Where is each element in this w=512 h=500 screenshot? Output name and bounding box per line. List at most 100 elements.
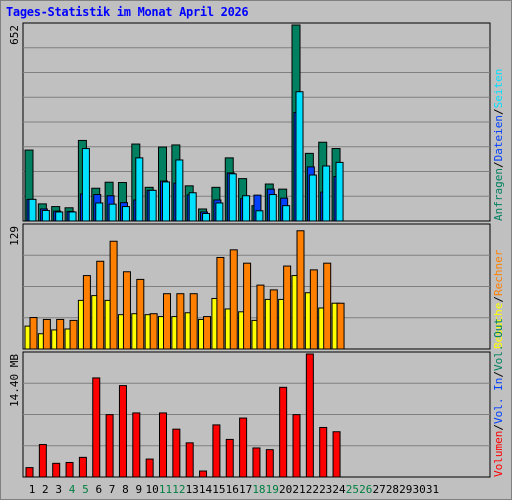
bar-seiten-day-17	[242, 195, 251, 222]
bar-volumen-day-13	[185, 442, 194, 478]
bar-volumen-day-3	[52, 462, 61, 478]
x-tick-label-day-21: 21	[292, 483, 305, 496]
bar-seiten-day-24	[335, 161, 344, 222]
bar-seiten-day-20	[282, 205, 291, 222]
bar-rechner-day-13	[189, 293, 198, 350]
bar-rechner-day-24	[336, 302, 345, 350]
x-tick-label-day-13: 13	[186, 483, 199, 496]
legend-entry-seiten: Seiten	[492, 69, 505, 109]
legend-bottom: Volumen/Vol. In/Vol. Out	[492, 318, 505, 477]
bar-volumen-day-12	[172, 428, 181, 478]
bar-rechner-day-15	[216, 256, 225, 350]
x-tick-label-day-23: 23	[319, 483, 332, 496]
y-max-label-bottom: 14.40 MB	[8, 354, 21, 407]
bar-seiten-day-11	[162, 181, 170, 222]
legend-separator: /	[492, 424, 505, 431]
bar-rechner-day-16	[229, 249, 238, 350]
legend-top: Anfragen/Dateien/Seiten	[492, 69, 505, 221]
bar-seiten-day-1	[28, 198, 37, 222]
bar-seiten-day-15	[215, 202, 224, 222]
bar-volumen-day-2	[38, 444, 47, 478]
bar-volumen-day-22	[305, 353, 314, 478]
bar-volumen-day-9	[132, 412, 141, 478]
bar-rechner-day-5	[82, 275, 91, 350]
x-tick-label-day-10: 10	[146, 483, 159, 496]
bar-volumen-day-23	[319, 426, 328, 478]
bar-volumen-day-1	[25, 467, 34, 478]
x-tick-label-day-25: 25	[346, 483, 359, 496]
legend-separator: /	[492, 296, 505, 303]
legend-entry-anfragen: Anfragen	[492, 168, 505, 221]
x-tick-label-day-3: 3	[55, 483, 62, 496]
legend-entry-vol-out: Vol. Out	[492, 318, 505, 371]
y-max-label-top: 652	[8, 25, 21, 45]
legend-entry-dateien: Dateien	[492, 115, 505, 161]
bar-rechner-day-11	[163, 293, 171, 350]
bar-seiten-day-12	[175, 159, 184, 222]
x-tick-label-day-4: 4	[69, 483, 76, 496]
bar-rechner-day-19	[269, 289, 278, 350]
bar-volumen-day-21	[292, 414, 301, 478]
bar-rechner-day-7	[109, 240, 118, 350]
x-tick-label-day-2: 2	[42, 483, 49, 496]
bar-rechner-day-12	[176, 293, 185, 350]
x-tick-label-day-6: 6	[95, 483, 102, 496]
bar-rechner-day-3	[56, 318, 65, 350]
legend-entry-volumen: Volumen	[492, 431, 505, 477]
bar-rechner-day-9	[136, 278, 145, 350]
bar-rechner-day-6	[96, 260, 105, 350]
legend-separator: /	[492, 108, 505, 115]
bar-seiten-day-4	[68, 211, 77, 222]
x-tick-label-day-11: 11	[159, 483, 172, 496]
y-max-label-middle: 129	[8, 226, 21, 246]
legend-middle: Besuche/Rechner	[492, 249, 505, 349]
legend-entry-vol-in: Vol. In	[492, 378, 505, 424]
page-title: Tages-Statistik im Monat April 2026	[6, 5, 249, 19]
bar-seiten-day-2	[41, 209, 50, 222]
x-tick-label-day-26: 26	[359, 483, 372, 496]
x-tick-label-day-17: 17	[239, 483, 252, 496]
x-tick-label-day-22: 22	[306, 483, 319, 496]
bar-seiten-day-16	[228, 173, 237, 222]
x-tick-label-day-31: 31	[426, 483, 439, 496]
legend-separator: /	[492, 371, 505, 378]
x-tick-label-day-24: 24	[332, 483, 346, 496]
x-tick-label-day-14: 14	[199, 483, 213, 496]
bar-volumen-day-5	[78, 456, 87, 478]
bar-seiten-day-14	[202, 212, 211, 222]
bar-volumen-day-7	[105, 414, 114, 478]
bar-volumen-day-15	[212, 424, 221, 478]
bar-rechner-day-8	[122, 271, 131, 350]
bar-rechner-day-1	[29, 317, 38, 350]
x-tick-label-day-7: 7	[109, 483, 116, 496]
bar-rechner-day-10	[149, 313, 158, 350]
x-tick-label-day-30: 30	[413, 483, 426, 496]
bar-volumen-day-14	[199, 470, 208, 478]
bar-seiten-day-8	[121, 206, 130, 222]
bar-rechner-day-21	[296, 230, 305, 350]
bar-seiten-day-19	[268, 194, 277, 222]
bar-seiten-day-3	[55, 211, 64, 222]
bar-seiten-day-7	[108, 203, 117, 222]
bar-volumen-day-24	[332, 431, 341, 478]
x-tick-label-day-18: 18	[252, 483, 265, 496]
bar-seiten-day-9	[135, 157, 144, 222]
bar-rechner-day-23	[323, 262, 332, 350]
bar-seiten-day-13	[188, 192, 197, 222]
x-tick-label-day-19: 19	[266, 483, 279, 496]
bar-seiten-day-10	[148, 189, 157, 222]
bar-rechner-day-22	[309, 269, 318, 350]
x-tick-label-day-27: 27	[372, 483, 385, 496]
bar-rechner-day-14	[203, 316, 212, 350]
bar-volumen-day-6	[92, 377, 101, 478]
bar-seiten-day-23	[322, 165, 331, 222]
bar-seiten-day-21	[295, 91, 304, 222]
bar-volumen-day-11	[159, 412, 167, 478]
bar-seiten-day-5	[81, 148, 90, 222]
x-tick-label-day-9: 9	[135, 483, 142, 496]
x-tick-label-day-20: 20	[279, 483, 292, 496]
bar-seiten-day-22	[308, 174, 317, 222]
bar-rechner-day-2	[42, 318, 51, 350]
bar-seiten-day-6	[95, 202, 104, 222]
